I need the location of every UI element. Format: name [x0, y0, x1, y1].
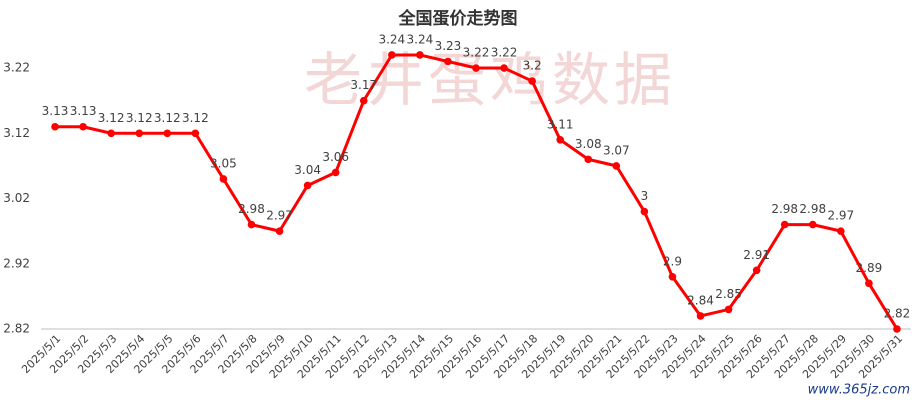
marker [163, 129, 172, 138]
marker [275, 227, 284, 235]
value-label: 3.08 [575, 137, 602, 151]
marker [752, 266, 761, 275]
value-label: 3.05 [210, 156, 237, 170]
value-label: 3.12 [98, 111, 125, 125]
y-tick-label: 3.02 [3, 191, 30, 205]
value-label: 2.97 [827, 209, 854, 223]
marker [668, 273, 677, 281]
value-label: 3.04 [294, 163, 321, 177]
value-label: 3.13 [42, 104, 69, 118]
marker [107, 129, 115, 138]
value-label: 2.85 [715, 287, 742, 301]
chart-title: 全国蛋价走势图 [398, 8, 518, 29]
value-label: 2.82 [884, 307, 911, 321]
marker [51, 122, 59, 131]
value-label: 3.07 [603, 143, 630, 157]
marker [893, 325, 901, 333]
marker [472, 64, 480, 72]
value-label: 3 [641, 189, 649, 203]
value-label: 2.97 [266, 209, 293, 223]
y-tick-label: 3.12 [3, 126, 30, 140]
value-label: 3.23 [435, 39, 462, 53]
value-label: 3.22 [491, 46, 518, 60]
value-label: 3.24 [407, 32, 434, 46]
marker [500, 64, 508, 72]
value-label: 2.89 [856, 261, 883, 275]
value-label: 3.12 [154, 111, 181, 125]
marker [612, 162, 621, 170]
marker [135, 129, 144, 138]
marker [359, 96, 368, 105]
marker [780, 220, 789, 229]
marker [865, 279, 873, 288]
marker [191, 129, 200, 138]
y-tick-label: 3.22 [3, 61, 30, 75]
value-label: 3.13 [70, 104, 97, 118]
marker [247, 220, 256, 229]
marker [556, 135, 564, 144]
value-label: 3.22 [463, 46, 490, 60]
value-label: 2.91 [743, 248, 770, 262]
marker [303, 181, 312, 190]
value-label: 3.2 [523, 59, 542, 73]
marker [388, 51, 396, 59]
marker [444, 57, 452, 66]
value-label: 2.98 [799, 202, 826, 216]
marker [808, 220, 817, 229]
value-label: 3.11 [547, 117, 574, 131]
marker [416, 51, 424, 59]
source-mark: www.365jz.com [808, 383, 910, 398]
marker [696, 312, 705, 320]
value-label: 3.12 [126, 111, 153, 125]
marker [219, 175, 228, 183]
marker [331, 168, 340, 177]
value-label: 2.9 [663, 254, 682, 268]
value-label: 2.84 [687, 293, 714, 307]
marker [584, 155, 593, 164]
marker [724, 305, 733, 314]
value-label: 3.06 [322, 150, 349, 164]
marker [640, 207, 649, 216]
y-tick-label: 2.92 [3, 256, 30, 270]
marker [528, 77, 536, 85]
value-label: 3.17 [350, 78, 377, 92]
value-label: 2.98 [238, 202, 265, 216]
value-label: 3.12 [182, 111, 209, 125]
marker [837, 227, 845, 235]
y-tick-label: 2.82 [3, 322, 30, 336]
marker [79, 122, 87, 131]
value-label: 2.98 [771, 202, 798, 216]
value-label: 3.24 [378, 32, 405, 46]
